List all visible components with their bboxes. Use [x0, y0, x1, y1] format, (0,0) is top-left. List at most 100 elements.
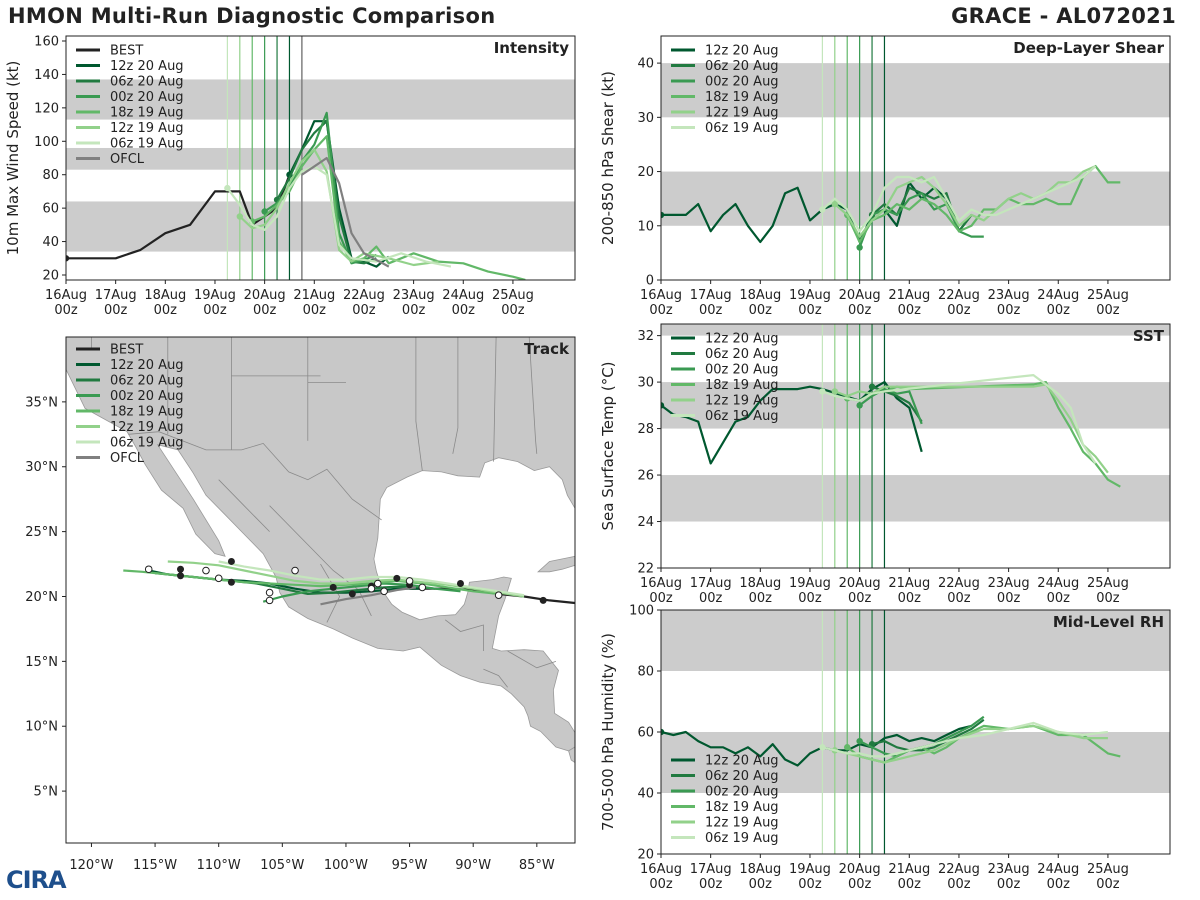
- land-north-america: [66, 337, 575, 752]
- y-tick-label: 40: [637, 57, 654, 72]
- legend-entry: 06z 20 Aug: [705, 59, 779, 74]
- legend-entry: 18z 19 Aug: [705, 800, 779, 815]
- x-tick-label: 24Aug: [442, 288, 484, 303]
- init-point: [868, 383, 876, 390]
- lat-tick-label: 30°N: [25, 460, 58, 475]
- x-tick-label: 00z: [501, 303, 525, 318]
- x-tick-label: 18Aug: [739, 862, 781, 877]
- x-tick-label: 00z: [848, 877, 872, 892]
- x-tick-label: 18Aug: [739, 288, 781, 303]
- x-tick-label: 23Aug: [988, 862, 1030, 877]
- x-tick-label: 00z: [798, 877, 822, 892]
- x-tick-label: 00z: [1096, 877, 1120, 892]
- series-line: [661, 181, 973, 244]
- legend-entry: 12z 19 Aug: [705, 106, 779, 121]
- legend-entry: 06z 19 Aug: [705, 831, 779, 846]
- track-marker-open: [214, 574, 223, 583]
- x-tick-label: 21Aug: [293, 288, 335, 303]
- x-tick-label: 16Aug: [640, 576, 682, 591]
- track-marker-open: [405, 577, 414, 585]
- legend-entry: 06z 20 Aug: [705, 769, 779, 784]
- x-tick-label: 17Aug: [690, 576, 732, 591]
- legend-entry: 12z 19 Aug: [110, 121, 184, 136]
- track-marker-filled: [539, 596, 547, 604]
- x-tick-label: 16Aug: [640, 288, 682, 303]
- panel-label: SST: [1133, 327, 1165, 345]
- track-line: [167, 560, 525, 598]
- x-tick-label: 18Aug: [739, 576, 781, 591]
- track-marker-open: [265, 588, 274, 597]
- legend-entry: 00z 20 Aug: [110, 389, 184, 404]
- y-tick-label: 60: [637, 726, 654, 741]
- border-line: [493, 337, 497, 462]
- legend-entry: 12z 19 Aug: [705, 394, 779, 409]
- panel-label: Deep-Layer Shear: [1013, 39, 1164, 57]
- border-line: [128, 431, 382, 521]
- x-tick-label: 25Aug: [1087, 862, 1129, 877]
- border-line: [218, 479, 270, 532]
- x-tick-label: 22Aug: [938, 862, 980, 877]
- x-tick-label: 00z: [54, 303, 78, 318]
- legend-entry: OFCL: [110, 451, 145, 466]
- x-tick-label: 19Aug: [789, 576, 831, 591]
- init-point: [261, 208, 268, 215]
- y-axis-label: 700-500 hPa Humidity (%): [599, 633, 617, 831]
- x-tick-label: 00z: [253, 303, 277, 318]
- series-group: [661, 374, 1121, 488]
- track-line: [320, 586, 417, 606]
- x-tick-label: 00z: [1047, 303, 1071, 318]
- y-tick-label: 0: [646, 274, 654, 289]
- x-tick-label: 22Aug: [343, 288, 385, 303]
- y-tick-label: 20: [637, 848, 654, 863]
- series-group: [661, 715, 1121, 767]
- init-point: [236, 213, 244, 220]
- series-line: [822, 374, 1097, 465]
- track-marker-filled: [329, 583, 337, 591]
- lon-tick-label: 115°W: [133, 858, 177, 873]
- border-line: [320, 563, 341, 623]
- plot-frame: [65, 35, 576, 281]
- x-tick-label: 24Aug: [1037, 576, 1079, 591]
- y-tick-label: 40: [637, 787, 654, 802]
- panel-label: Intensity: [494, 39, 570, 57]
- lon-tick-label: 105°W: [260, 858, 304, 873]
- init-point: [856, 244, 863, 251]
- y-tick-label: 60: [42, 202, 59, 217]
- x-tick-label: 25Aug: [1087, 288, 1129, 303]
- threshold-band: [661, 732, 1170, 793]
- threshold-band: [66, 201, 575, 252]
- init-point: [831, 388, 839, 395]
- lat-tick-label: 20°N: [25, 590, 58, 605]
- x-tick-label: 17Aug: [95, 288, 137, 303]
- legend-entry: 00z 20 Aug: [705, 75, 779, 90]
- init-point: [831, 200, 839, 208]
- threshold-band: [661, 610, 1170, 671]
- land-panama: [568, 746, 575, 764]
- track-marker-filled: [177, 572, 185, 580]
- legend-entry: 06z 19 Aug: [705, 121, 779, 136]
- series-line: [871, 718, 985, 752]
- y-tick-label: 26: [637, 469, 654, 484]
- threshold-band: [661, 475, 1170, 522]
- series-line: [821, 165, 1097, 233]
- track-line: [262, 582, 461, 603]
- x-tick-label: 00z: [402, 303, 426, 318]
- border-line: [507, 650, 557, 669]
- track-marker-open: [265, 596, 274, 605]
- lon-tick-label: 110°W: [197, 858, 241, 873]
- x-tick-label: 16Aug: [640, 862, 682, 877]
- lon-tick-label: 100°W: [324, 858, 368, 873]
- x-tick-label: 19Aug: [789, 862, 831, 877]
- legend-entry: 06z 19 Aug: [705, 409, 779, 424]
- x-tick-label: 21Aug: [888, 862, 930, 877]
- x-tick-label: 18Aug: [144, 288, 186, 303]
- lat-tick-label: 25°N: [25, 525, 58, 540]
- storm-title: GRACE - AL072021: [951, 4, 1176, 28]
- legend-entry: 12z 19 Aug: [705, 816, 779, 831]
- series-line: [822, 721, 1109, 758]
- init-point: [661, 211, 665, 219]
- track-marker-open: [202, 566, 210, 575]
- y-tick-label: 20: [637, 165, 654, 180]
- track-marker-filled: [456, 580, 464, 588]
- lat-tick-label: 10°N: [25, 720, 58, 735]
